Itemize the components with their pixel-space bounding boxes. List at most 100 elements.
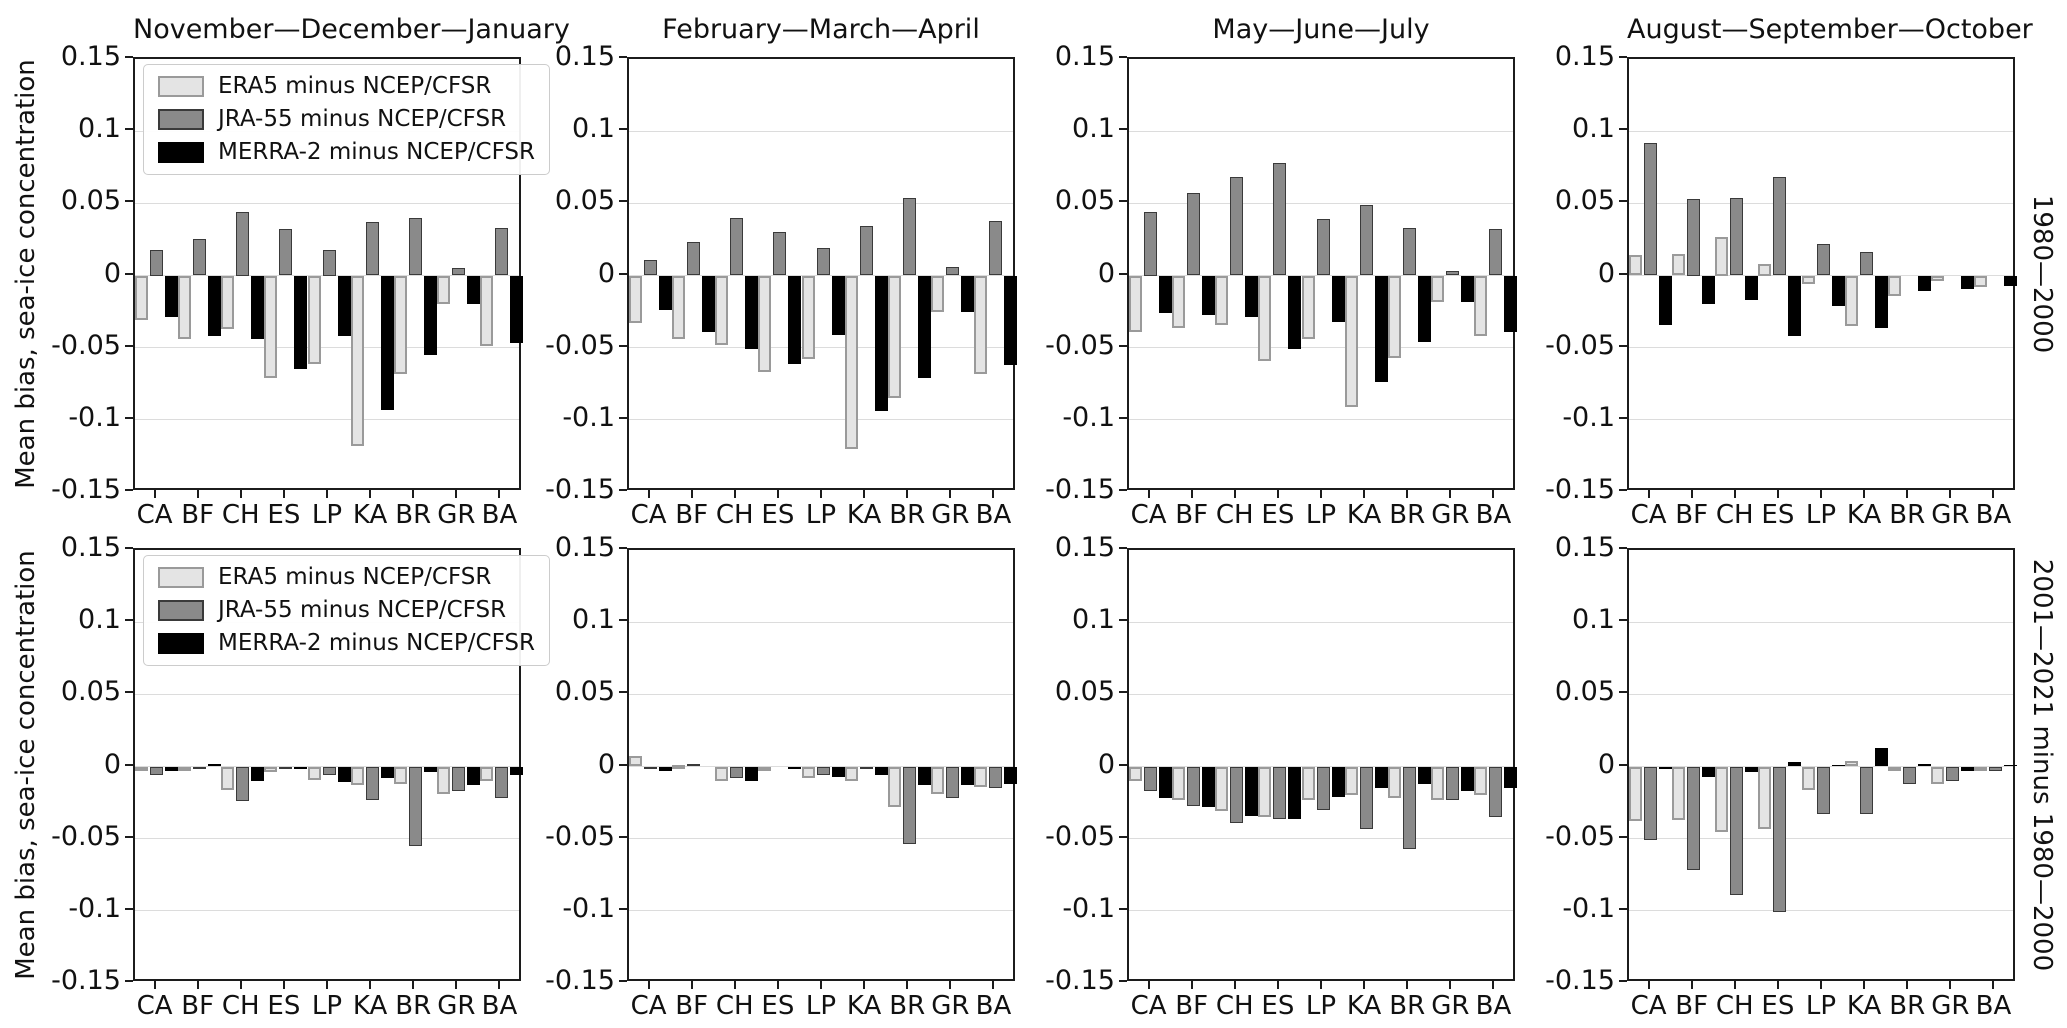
x-tick-label: BR — [889, 500, 926, 530]
bar-jra55-KA — [859, 766, 873, 769]
bar-era5-ES — [758, 766, 772, 771]
bar-merra2-CH — [251, 766, 265, 781]
bar-jra55-CA — [644, 259, 658, 276]
x-tick-mark — [1190, 490, 1193, 498]
x-tick-label: GR — [931, 500, 970, 530]
bar-era5-KA — [844, 275, 858, 449]
bar-era5-BR — [393, 275, 407, 374]
bar-jra55-CA — [1644, 766, 1658, 841]
x-tick-label: CA — [630, 500, 667, 530]
y-tick-mark — [1619, 272, 1627, 275]
x-tick-label: GR — [437, 991, 476, 1021]
bar-era5-GR — [930, 275, 944, 312]
bar-era5-ES — [264, 275, 278, 378]
x-tick-mark — [1276, 981, 1279, 989]
gridline — [135, 419, 519, 421]
bar-jra55-ES — [1273, 766, 1287, 819]
x-tick-mark — [863, 490, 866, 498]
gridline — [629, 693, 1013, 695]
bar-jra55-GR — [1445, 766, 1459, 800]
gridline — [135, 347, 519, 349]
bar-era5-LP — [801, 766, 815, 778]
x-tick-label: KA — [846, 500, 882, 530]
y-axis-label: Mean bias, sea-ice concentration — [11, 58, 41, 489]
bar-jra55-BR — [408, 766, 422, 846]
x-tick-label: KA — [1846, 500, 1882, 530]
y-tick-mark — [1619, 980, 1627, 982]
y-tick-mark — [125, 272, 133, 275]
x-tick-mark — [1233, 981, 1236, 989]
x-tick-mark — [1363, 490, 1366, 498]
bar-merra2-ES — [1788, 762, 1802, 767]
bar-era5-ES — [1758, 766, 1772, 829]
y-tick-mark — [125, 980, 133, 982]
bar-merra2-BF — [1702, 275, 1716, 305]
x-tick-mark — [239, 981, 242, 989]
bar-merra2-KA — [1374, 275, 1388, 383]
x-tick-label: BR — [395, 991, 432, 1021]
y-tick-mark — [1619, 56, 1627, 58]
bar-merra2-BF — [208, 763, 222, 767]
x-tick-mark — [498, 981, 501, 989]
plot-area — [627, 548, 1017, 981]
bar-jra55-CH — [1730, 766, 1744, 895]
y-tick-mark — [1619, 344, 1627, 347]
bar-era5-LP — [1301, 766, 1315, 800]
bar-era5-GR — [1430, 275, 1444, 302]
bar-merra2-CH — [745, 275, 759, 350]
bar-era5-BA — [479, 766, 493, 781]
x-tick-label: CA — [1130, 500, 1167, 530]
panel-title: November—December—January — [133, 14, 570, 45]
x-tick-label: BR — [1389, 991, 1426, 1021]
gridline — [1129, 130, 1513, 132]
y-tick-mark — [619, 56, 627, 58]
y-tick-label: 0 — [103, 257, 121, 289]
gridline — [629, 838, 1013, 840]
y-tick-mark — [619, 344, 627, 347]
bar-merra2-KA — [380, 766, 394, 778]
x-tick-label: BR — [1389, 500, 1426, 530]
bar-era5-LP — [1301, 275, 1315, 339]
x-tick-mark — [1820, 981, 1822, 989]
bar-jra55-BR — [902, 766, 916, 845]
y-tick-mark — [1619, 835, 1627, 838]
bar-jra55-LP — [816, 248, 830, 276]
bar-merra2-CA — [1159, 275, 1173, 313]
x-tick-label: GR — [1431, 500, 1470, 530]
gridline — [1629, 419, 2013, 421]
bar-merra2-BR — [1917, 275, 1931, 292]
bar-era5-GR — [436, 275, 450, 305]
y-tick-label: -0.15 — [545, 474, 615, 505]
x-tick-label: BA — [1475, 991, 1512, 1021]
gridline — [1129, 838, 1513, 840]
y-tick-mark — [125, 691, 133, 694]
legend-label: JRA-55 minus NCEP/CFSR — [218, 106, 507, 132]
bar-merra2-CA — [165, 275, 179, 318]
x-tick-mark — [992, 490, 995, 498]
bar-era5-CH — [1715, 236, 1729, 276]
x-tick-mark — [906, 981, 909, 989]
y-tick-mark — [619, 980, 627, 982]
y-tick-mark — [619, 547, 627, 549]
bar-merra2-LP — [337, 275, 351, 337]
y-tick-label: 0.1 — [572, 113, 615, 145]
bar-merra2-GR — [466, 275, 480, 305]
bar-jra55-CA — [150, 766, 164, 776]
bar-jra55-BA — [1488, 766, 1502, 817]
bar-merra2-GR — [1460, 275, 1474, 302]
bar-merra2-BA — [509, 275, 523, 344]
y-tick-label: 0.1 — [1072, 113, 1115, 145]
bar-merra2-KA — [874, 766, 888, 776]
x-tick-mark — [733, 490, 736, 498]
bar-era5-CH — [221, 275, 235, 329]
x-tick-mark — [647, 981, 650, 989]
bar-era5-ES — [758, 275, 772, 373]
gridline — [135, 202, 519, 204]
bar-merra2-BR — [1417, 766, 1431, 784]
bar-era5-KA — [350, 766, 364, 786]
x-tick-mark — [820, 490, 822, 498]
y-tick-label: 0 — [1097, 748, 1115, 780]
y-tick-label: 0.15 — [1054, 41, 1115, 72]
gridline — [1629, 693, 2013, 695]
bar-jra55-CH — [1230, 177, 1244, 276]
